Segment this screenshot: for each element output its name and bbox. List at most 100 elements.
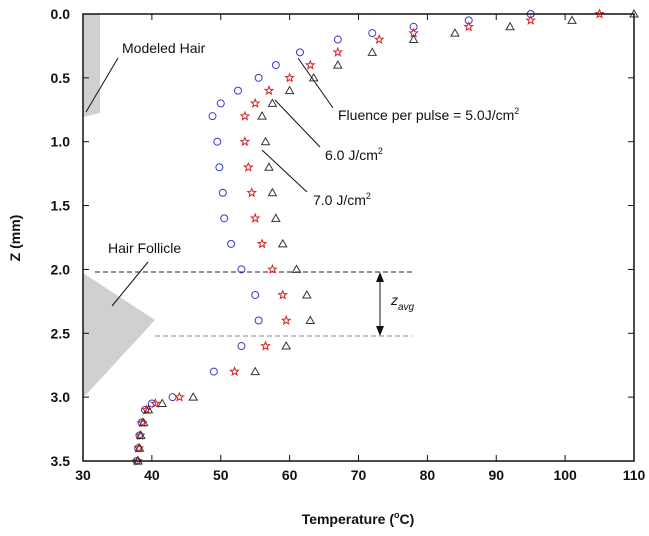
x-tick-label: 40 xyxy=(144,467,160,483)
point xyxy=(227,239,236,248)
point xyxy=(280,314,292,326)
leader-line xyxy=(85,57,119,113)
annotation: Modeled Hair xyxy=(122,40,206,56)
x-tick-label: 110 xyxy=(623,467,646,483)
x-axis-title-sup: o xyxy=(394,510,400,520)
annotation-sub: avg xyxy=(398,302,415,313)
annotation-text: 6.0 J/cm xyxy=(325,147,378,163)
point xyxy=(267,98,278,107)
point xyxy=(304,59,316,70)
annotation-sup: 2 xyxy=(378,146,383,156)
point xyxy=(229,366,240,377)
point xyxy=(267,187,278,197)
point xyxy=(256,238,268,249)
x-tick-label: 70 xyxy=(351,467,367,483)
point xyxy=(218,188,227,197)
point xyxy=(251,290,260,299)
point xyxy=(277,289,289,300)
point xyxy=(249,97,261,108)
point xyxy=(264,162,274,171)
point xyxy=(284,85,295,95)
point xyxy=(220,214,229,223)
y-tick-label: 1.0 xyxy=(51,134,71,150)
point xyxy=(147,399,156,408)
x-axis-title: Temperature (oC) xyxy=(302,510,415,527)
point xyxy=(271,61,280,70)
point xyxy=(594,8,605,19)
point xyxy=(270,213,281,222)
leader-line xyxy=(297,57,334,109)
point xyxy=(305,315,316,325)
point xyxy=(267,263,278,274)
annotation: 6.0 J/cm2 xyxy=(325,146,383,163)
x-tick-label: 50 xyxy=(213,467,229,483)
y-tick-label: 2.5 xyxy=(51,325,71,341)
annotation: zavg xyxy=(390,292,415,313)
point xyxy=(242,161,254,172)
point xyxy=(291,264,302,273)
point xyxy=(295,48,304,57)
point xyxy=(174,391,185,402)
annotation-sup: 2 xyxy=(514,106,519,116)
y-tick-label: 3.0 xyxy=(51,389,71,405)
point xyxy=(188,392,199,401)
point xyxy=(149,397,161,409)
y-tick-label: 0.0 xyxy=(51,6,71,22)
point xyxy=(284,72,295,83)
point xyxy=(138,417,149,427)
point xyxy=(308,72,319,82)
y-tick-label: 2.0 xyxy=(51,261,71,277)
point xyxy=(250,366,261,376)
point xyxy=(333,35,342,44)
point xyxy=(505,21,515,31)
point xyxy=(260,340,271,351)
point xyxy=(216,99,225,108)
point xyxy=(246,187,257,198)
point xyxy=(281,341,292,350)
point xyxy=(249,212,261,223)
annotation-text: 7.0 J/cm xyxy=(313,192,366,208)
hair-follicle-shape xyxy=(83,273,155,398)
x-tick-label: 90 xyxy=(488,467,504,483)
point xyxy=(260,136,271,146)
y-axis-title: Z (mm) xyxy=(7,215,23,262)
point xyxy=(254,73,263,82)
point xyxy=(133,442,145,453)
point xyxy=(239,110,251,121)
point xyxy=(525,14,537,25)
leader-line xyxy=(111,261,149,307)
point xyxy=(143,404,154,414)
point xyxy=(237,342,246,351)
point xyxy=(332,60,343,69)
annotation-text: z xyxy=(390,292,398,308)
point xyxy=(257,111,267,120)
point xyxy=(373,33,385,45)
point xyxy=(208,112,217,121)
point xyxy=(301,289,312,299)
point xyxy=(213,137,222,146)
plot-frame xyxy=(82,13,635,462)
annotation: Hair Follicle xyxy=(108,240,181,256)
point xyxy=(134,443,145,452)
annotation: 7.0 J/cm2 xyxy=(313,191,371,208)
y-tick-label: 0.5 xyxy=(51,70,71,86)
point xyxy=(254,316,263,325)
point xyxy=(567,15,577,24)
annotation-text: Fluence per pulse = 5.0J/cm xyxy=(338,107,514,123)
x-axis-title-after: C) xyxy=(400,511,415,527)
point xyxy=(277,238,288,248)
x-tick-label: 30 xyxy=(75,467,91,483)
annotation-sup: 2 xyxy=(366,191,371,201)
arrow-head xyxy=(376,272,384,282)
annotation: Fluence per pulse = 5.0J/cm2 xyxy=(338,106,519,123)
point xyxy=(135,430,146,439)
leader-line xyxy=(261,149,308,193)
point xyxy=(132,455,143,466)
point xyxy=(233,86,242,95)
point xyxy=(367,47,378,56)
point xyxy=(368,29,377,38)
point xyxy=(332,46,344,57)
x-tick-label: 80 xyxy=(420,467,436,483)
point xyxy=(408,34,419,44)
leader-line xyxy=(274,99,321,148)
